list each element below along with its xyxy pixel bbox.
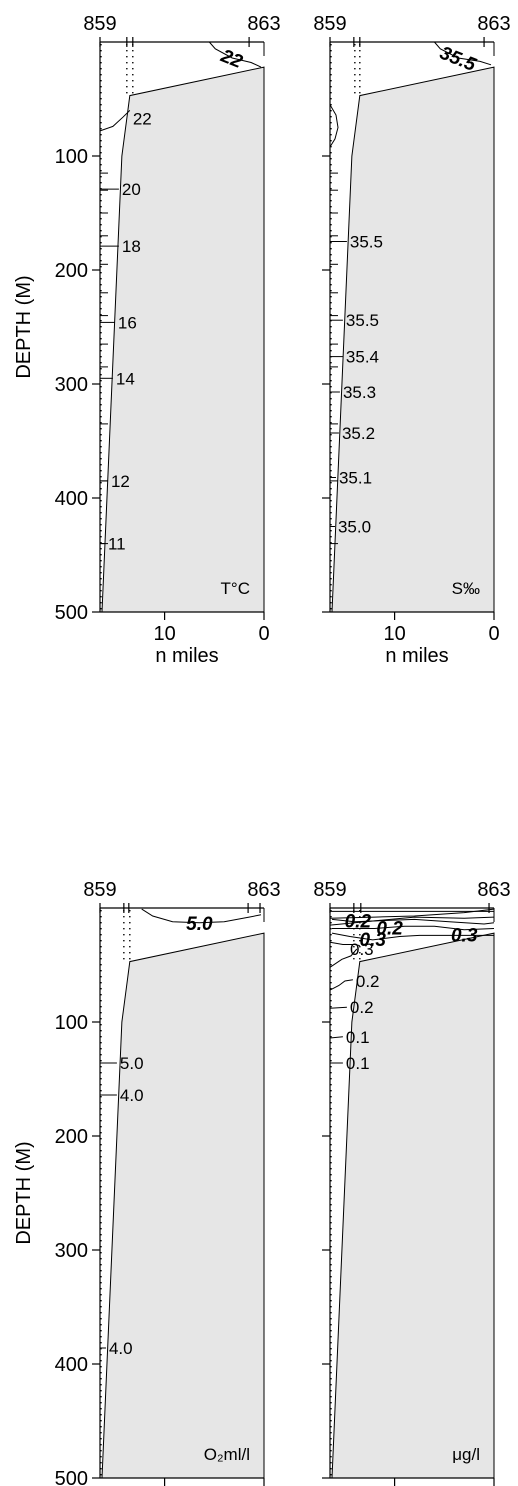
y-tick-label: 300 [55, 1240, 88, 1262]
panel-variable-label: μg/l [452, 1445, 480, 1464]
station-label: 863 [477, 879, 510, 901]
station-label: 863 [247, 879, 280, 901]
contour-label: 16 [118, 313, 137, 332]
surface-contour-label: 22 [217, 45, 246, 73]
contour-label: 22 [133, 109, 152, 128]
surface-contour [332, 925, 495, 931]
surface-contour [208, 41, 262, 68]
y-axis-label: DEPTH (M) [13, 1141, 35, 1244]
contour-label: 20 [122, 180, 141, 199]
surface-contour [141, 908, 262, 924]
y-tick-label: 500 [55, 1468, 88, 1486]
station-label: 859 [313, 13, 346, 35]
contour-label: 4.0 [120, 1086, 144, 1105]
station-label: 863 [247, 13, 280, 35]
surface-contour-label: 0.2 [345, 912, 372, 933]
seabed-area [101, 66, 265, 613]
section-panel-2: 859 863 10 0 n miles 35.5 35.5 35.4 35.3 35.2 35.1… [313, 13, 510, 667]
surface-contour [329, 948, 358, 968]
contour-label: 0.1 [346, 1054, 370, 1073]
y-tick-label: 100 [55, 146, 88, 168]
x-tick-label: 0 [258, 623, 269, 645]
contour-label: 35.0 [338, 518, 371, 537]
contour-label: 0.2 [356, 972, 380, 991]
contour-label: 18 [122, 237, 141, 256]
contour-label: 35.5 [350, 233, 383, 252]
surface-contour-label: 0.3 [360, 930, 387, 951]
seabed-area [331, 66, 495, 613]
surface-contour [331, 932, 494, 941]
contour-label: 5.0 [120, 1054, 144, 1073]
contour-label: 35.5 [346, 311, 379, 330]
x-tick-label: 0 [488, 623, 499, 645]
surface-contour [331, 918, 495, 925]
contour-line [329, 1006, 347, 1009]
contour-label: 11 [108, 535, 126, 554]
contour-line [329, 1036, 343, 1039]
station-label: 863 [477, 13, 510, 35]
y-tick-label: 500 [55, 602, 88, 624]
surface-contour-label: 5.0 [186, 914, 213, 935]
x-tick-label: 10 [383, 623, 405, 645]
surface-contour [434, 41, 492, 66]
contour-label: 35.2 [342, 424, 375, 443]
contour-line [329, 908, 495, 919]
panel-variable-label: S‰ [452, 579, 480, 598]
panel-variable-label: O₂ml/l [204, 1445, 250, 1464]
seabed-area [101, 932, 265, 1479]
surface-contour-label: 0.3 [350, 940, 374, 959]
surface-contour-label: 0.3 [451, 925, 478, 946]
contour-line [329, 941, 360, 947]
x-axis-label: n miles [385, 645, 448, 667]
x-tick-label: 10 [153, 623, 175, 645]
contour-bulge [329, 104, 339, 148]
station-label: 859 [83, 13, 116, 35]
x-axis-label: n miles [155, 645, 218, 667]
contour-label: 12 [111, 472, 130, 491]
contour-label: 0.2 [350, 998, 374, 1017]
y-tick-label: 200 [55, 260, 88, 282]
contour-line [99, 110, 131, 132]
contour-label: 35.4 [346, 348, 379, 367]
contour-label: 0.1 [346, 1028, 370, 1047]
contour-label: 35.1 [339, 468, 372, 487]
y-axis-label: DEPTH (M) [13, 275, 35, 378]
seabed-area [331, 932, 495, 1479]
contour-label: 4.0 [109, 1339, 133, 1358]
station-label: 859 [313, 879, 346, 901]
station-label: 859 [83, 879, 116, 901]
y-tick-label: 200 [55, 1126, 88, 1148]
y-tick-label: 400 [55, 488, 88, 510]
y-tick-label: 100 [55, 1012, 88, 1034]
contour-label: 14 [116, 369, 135, 388]
surface-contour-label: 35.5 [437, 43, 480, 76]
surface-contour-label: 0.2 [376, 919, 403, 940]
contour-line [329, 979, 353, 991]
panel-variable-label: T°C [221, 579, 250, 598]
contour-label: 35.3 [343, 383, 376, 402]
y-tick-label: 400 [55, 1354, 88, 1376]
y-tick-label: 300 [55, 374, 88, 396]
